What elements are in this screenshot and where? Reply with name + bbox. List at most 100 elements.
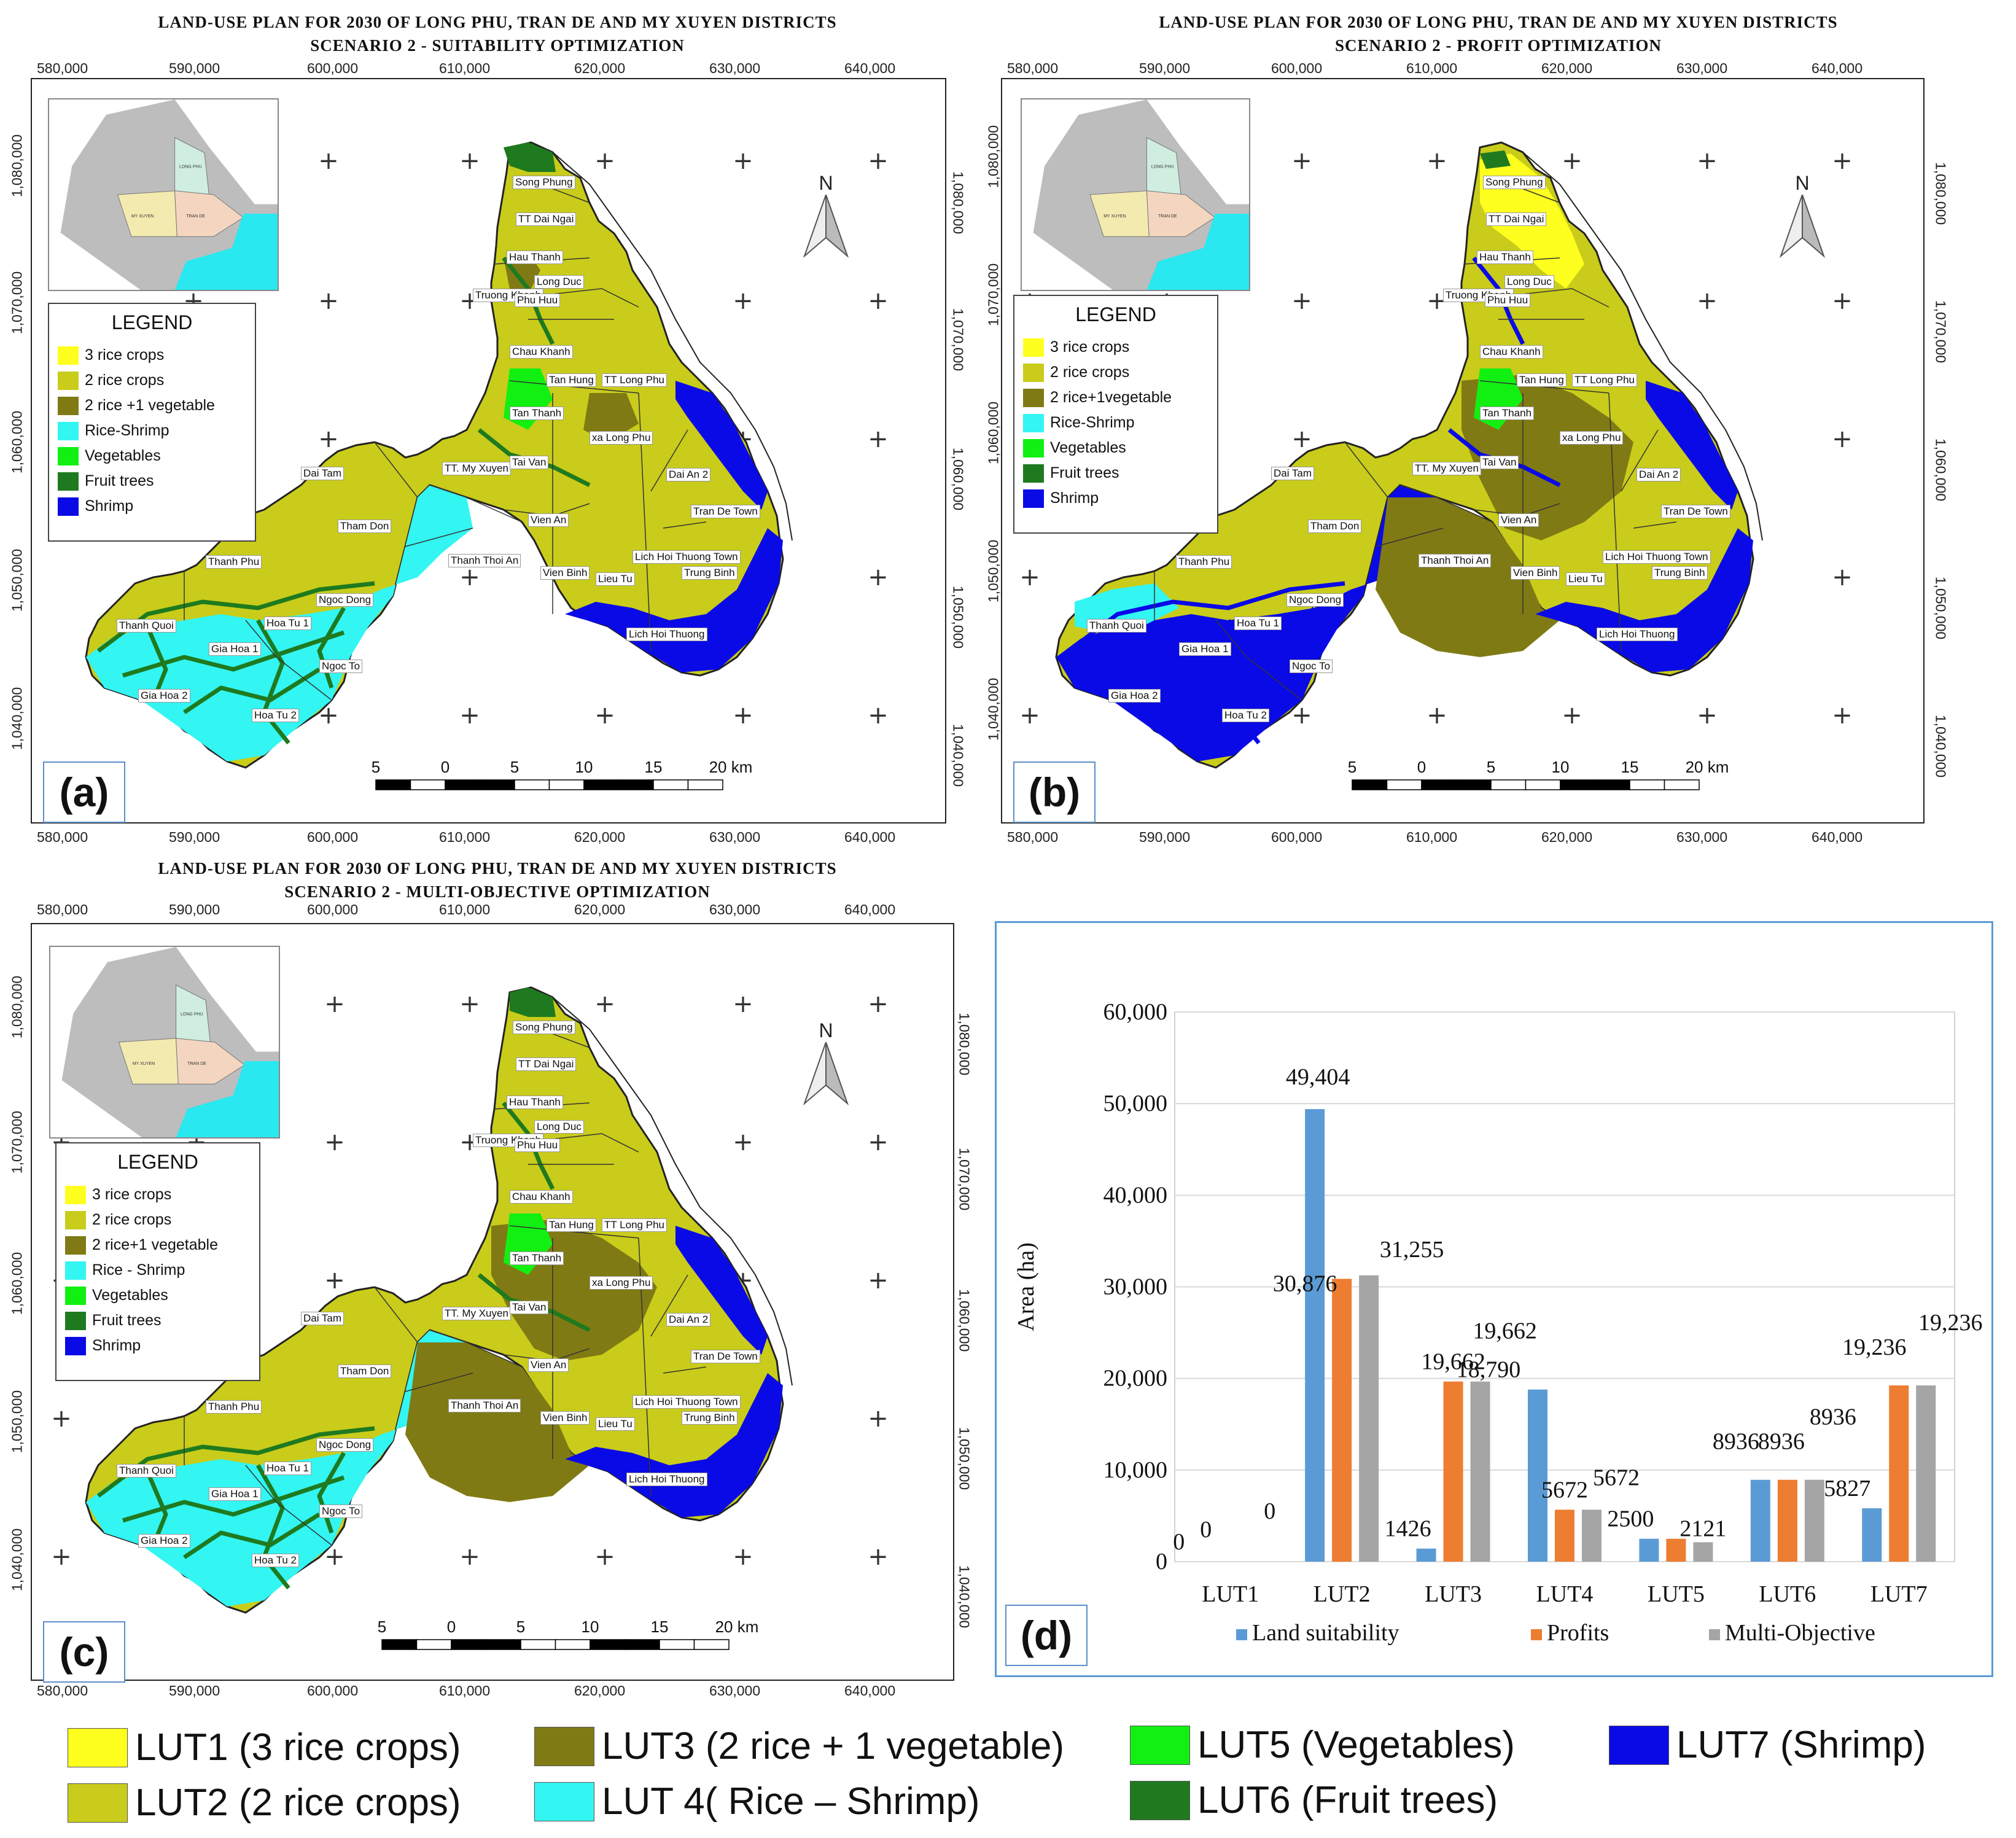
commune-label: Tai Van	[1480, 456, 1519, 469]
graticule-cross: +	[324, 1266, 345, 1295]
legend-label: Shrimp	[92, 1337, 141, 1354]
inset-district-label: MY XUYEN	[133, 1062, 155, 1066]
data-label: 49,404	[1286, 1064, 1350, 1090]
bar-multi-objective-lut3	[1470, 1381, 1490, 1562]
commune-label: Thanh Thoi An	[448, 554, 521, 567]
scale-segment	[410, 779, 446, 790]
graticule-cross: +	[1832, 287, 1853, 315]
commune-label: Ngoc Dong	[316, 593, 374, 607]
data-label: 19,236	[1842, 1334, 1907, 1360]
data-label: 0	[1173, 1529, 1185, 1555]
north-label: N	[819, 1019, 833, 1042]
x-tick-top: 580,000	[37, 60, 88, 76]
lut7-zone	[675, 1226, 768, 1355]
map-title-line1: LAND-USE PLAN FOR 2030 OF LONG PHU, TRAN…	[1159, 13, 1838, 31]
bar-profits-lut3	[1443, 1381, 1463, 1562]
data-label: 5827	[1824, 1476, 1870, 1501]
graticule-cross: +	[459, 147, 480, 175]
commune-boundary	[245, 1465, 332, 1546]
commune-label: Gia Hoa 1	[209, 642, 261, 656]
x-tick-label: LUT3	[1425, 1581, 1482, 1607]
legend-label: Profits	[1547, 1620, 1609, 1646]
data-label: 2121	[1679, 1516, 1726, 1541]
commune-boundary	[650, 429, 688, 492]
x-tick-top: 610,000	[439, 901, 491, 917]
x-tick-top: 640,000	[1812, 60, 1863, 76]
bar-land-suitability-lut7	[1862, 1508, 1882, 1562]
commune-label: TT. My Xuyen	[442, 462, 511, 475]
y-tick-right: 1,050,000	[956, 1427, 973, 1490]
bar-chart: 0 10,000 20,000 30,000 40,000 50,000 60,000 Are…	[1013, 999, 1983, 1646]
x-tick-top: 580,000	[1007, 60, 1059, 76]
commune-boundary	[405, 1373, 473, 1392]
legend-swatch	[65, 1261, 86, 1280]
commune-label: Gia Hoa 2	[138, 689, 190, 703]
commune-label: Tran De Town	[691, 1350, 760, 1363]
commune-label: Dai An 2	[1637, 468, 1681, 481]
x-tick-top: 640,000	[844, 60, 896, 76]
commune-label: Hau Thanh	[507, 1096, 563, 1109]
legend-item: 3 rice crops	[65, 1182, 259, 1207]
map-legend: LEGEND 3 rice crops 2 rice crops 2 rice+1 v…	[55, 1142, 260, 1381]
legend-item: 2 rice crops	[1023, 360, 1217, 385]
graticule-cross: +	[594, 147, 615, 175]
graticule-cross: +	[318, 287, 339, 315]
commune-boundary	[429, 485, 523, 523]
legend-label: Land suitability	[1252, 1620, 1399, 1646]
location-inset-map: LONG PHU MY XUYEN TRAN DE	[49, 946, 280, 1139]
bottom-legend-label: LUT1 (3 rice crops)	[135, 1726, 461, 1769]
graticule-cross: +	[51, 1404, 72, 1433]
bottom-legend-lut7: LUT7 (Shrimp)	[1609, 1723, 1926, 1767]
legend-swatch	[58, 396, 79, 415]
data-label: 19,662	[1421, 1349, 1485, 1375]
bar-multi-objective-lut7	[1916, 1385, 1936, 1562]
scale-segment	[1560, 779, 1596, 790]
graticule-cross: +	[868, 1128, 889, 1156]
inset-district-label: MY XUYEN	[1103, 214, 1126, 219]
legend-swatch	[65, 1185, 86, 1204]
scale-label: 10	[1551, 758, 1570, 776]
y-tick-right: 1,070,000	[1932, 300, 1949, 364]
bar-land-suitability-lut3	[1416, 1548, 1436, 1562]
bar-land-suitability-lut4	[1528, 1389, 1547, 1562]
y-tick-right: 1,080,000	[950, 171, 967, 235]
data-label: 19,236	[1918, 1310, 1983, 1336]
y-axis-label: Area (ha)	[1013, 1242, 1039, 1331]
scale-label: 5	[371, 758, 381, 776]
legend-swatch	[1023, 464, 1044, 483]
bottom-legend-label: LUT5 (Vegetables)	[1197, 1724, 1515, 1766]
scale-segment	[520, 1639, 556, 1650]
scale-segment	[451, 1639, 487, 1650]
scale-segment	[445, 779, 481, 790]
commune-label: Gia Hoa 2	[1108, 689, 1161, 703]
canal-vegetation-strip	[183, 1513, 321, 1559]
graticule-cross: +	[318, 147, 339, 175]
x-tick-top: 630,000	[1676, 60, 1728, 76]
commune-label: Chau Khanh	[1480, 345, 1543, 359]
commune-label: Ngoc To	[319, 1505, 363, 1518]
scale-label: 5	[516, 1618, 526, 1636]
commune-label: TT Long Phu	[1572, 373, 1637, 387]
commune-label: Chau Khanh	[510, 1190, 573, 1204]
canal-vegetation-strip	[317, 607, 346, 689]
tran-de-district	[176, 1038, 246, 1084]
y-tick-label: 10,000	[1103, 1457, 1168, 1483]
x-tick-bottom: 600,000	[307, 1683, 359, 1699]
map-title-line2: SCENARIO 2 - MULTI-OBJECTIVE OPTIMIZATIO…	[284, 882, 710, 901]
commune-label: Song Phung	[1483, 176, 1546, 189]
commune-label: Long Duc	[534, 275, 584, 289]
x-tick-label: LUT4	[1536, 1581, 1594, 1607]
legend-swatch	[65, 1336, 86, 1355]
commune-label: Ngoc Dong	[1286, 593, 1344, 607]
scale-segment	[479, 779, 515, 790]
commune-boundary	[429, 1330, 523, 1368]
legend-item: Vegetables	[58, 443, 255, 469]
commune-label: Phu Huu	[1485, 294, 1531, 307]
graticule-cross: +	[1832, 147, 1853, 175]
x-tick-label: LUT6	[1759, 1581, 1816, 1607]
bar-land-suitability-lut2	[1305, 1109, 1325, 1562]
commune-boundary	[509, 1225, 639, 1239]
lut7-zone	[675, 381, 768, 510]
panel-tag: (a)	[43, 761, 125, 823]
x-tick-top: 640,000	[844, 901, 896, 917]
